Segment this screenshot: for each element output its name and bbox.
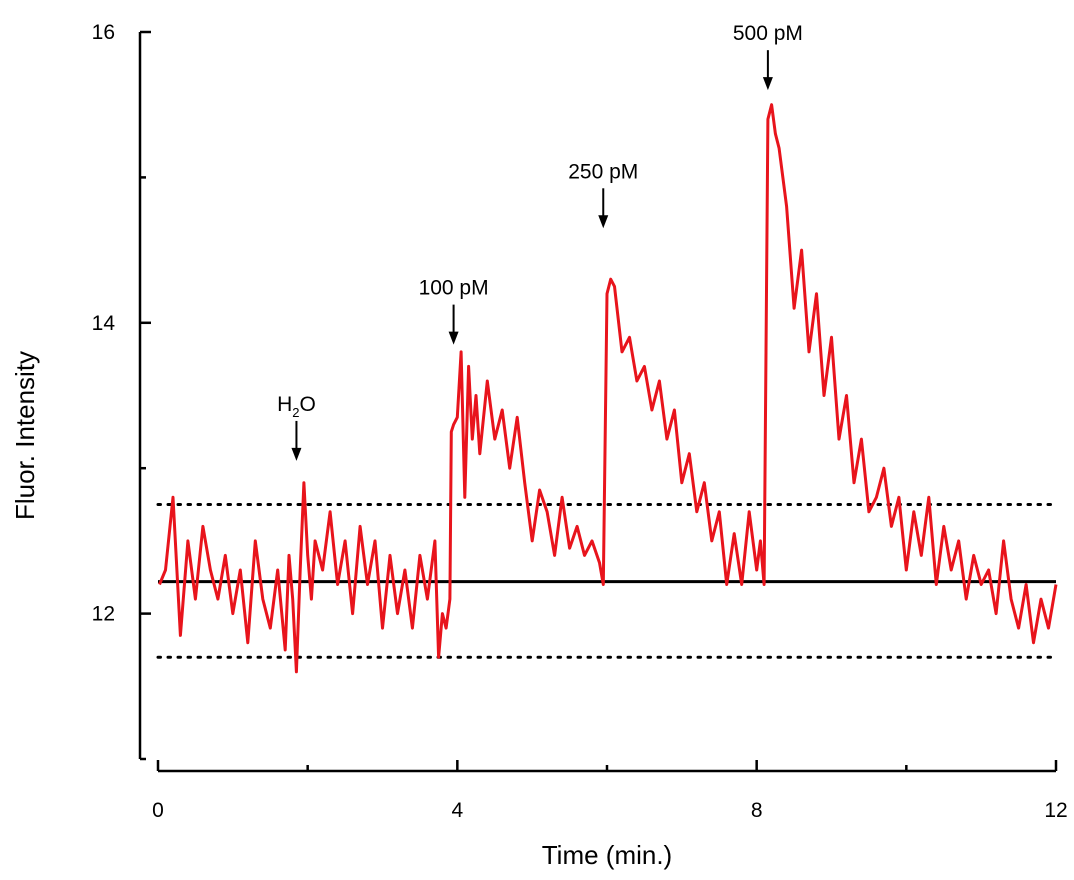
annotation-label: 250 pM (568, 160, 638, 183)
arrow-head (598, 215, 609, 229)
y-tick-label: 16 (92, 21, 115, 44)
x-tick-label: 8 (751, 799, 763, 822)
y-axis-label: Fluor. Intensity (10, 351, 40, 520)
arrow-head (448, 331, 459, 345)
annotation-arrow: 250 pM (568, 160, 638, 229)
x-tick-label: 4 (451, 799, 463, 822)
x-tick-label: 0 (152, 799, 164, 822)
ticks (140, 30, 1058, 771)
y-tick-label: 14 (92, 312, 116, 335)
arrow-head (762, 77, 773, 91)
annotation-arrow: H2O (277, 393, 316, 461)
fluorescence-trace (158, 103, 1058, 674)
annotations: H2O 100 pM 250 pM 500 pM (277, 22, 803, 461)
axes: 12 14 16 0 4 8 12 (92, 21, 1068, 822)
x-axis-label: Time (min.) (542, 840, 672, 870)
annotation-label: 100 pM (419, 277, 489, 300)
tick-labels: 12 14 16 0 4 8 12 (92, 21, 1068, 822)
annotation-arrow: 100 pM (419, 277, 489, 345)
annotation-arrow: 500 pM (733, 22, 803, 91)
arrow-head (291, 447, 302, 461)
annotation-label: H2O (277, 393, 316, 420)
y-tick-label: 12 (92, 603, 115, 626)
plot-area (156, 103, 1058, 674)
x-tick-label: 12 (1044, 799, 1067, 822)
annotation-label: 500 pM (733, 22, 803, 45)
